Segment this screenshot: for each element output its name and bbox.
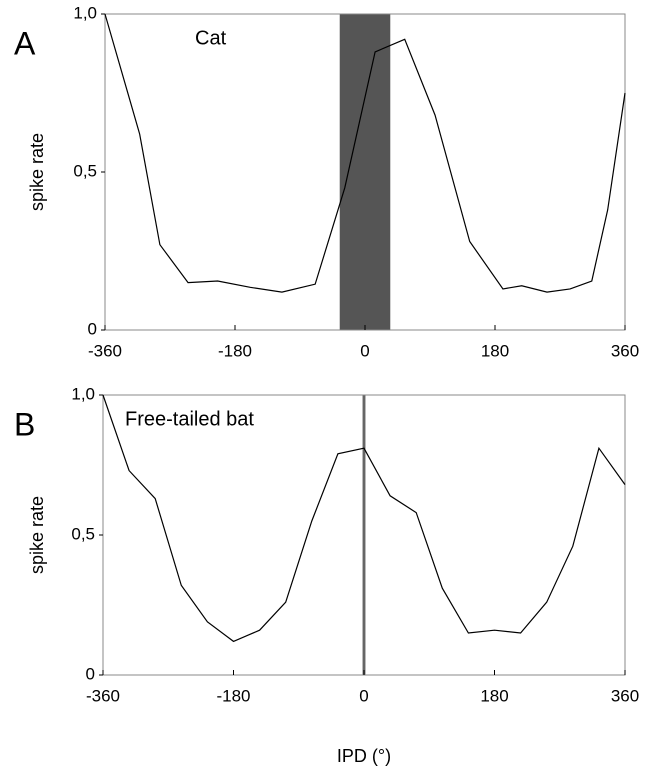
panel-label: B	[14, 406, 35, 442]
x-tick-label: 180	[481, 341, 509, 360]
x-axis-label: IPD (°)	[337, 746, 391, 766]
y-axis-label: spike rate	[27, 133, 47, 211]
y-tick-label: 1,0	[71, 384, 95, 403]
y-tick-label: 0	[88, 319, 97, 338]
panel-title: Free-tailed bat	[125, 408, 254, 430]
y-tick-label: 0,5	[73, 161, 97, 180]
highlight-band	[362, 395, 366, 675]
x-tick-label: -180	[216, 686, 250, 705]
y-tick-label: 0	[86, 664, 95, 683]
x-tick-label: -360	[86, 686, 120, 705]
x-tick-label: -360	[88, 341, 122, 360]
data-line	[102, 394, 626, 643]
highlight-band	[339, 14, 391, 330]
x-tick-label: 0	[360, 341, 369, 360]
x-tick-label: 180	[480, 686, 508, 705]
y-tick-label: 0,5	[71, 524, 95, 543]
y-axis-label: spike rate	[27, 496, 47, 574]
panel-title: Cat	[195, 27, 227, 49]
x-tick-label: 0	[359, 686, 368, 705]
data-line	[104, 13, 626, 293]
x-tick-label: 360	[611, 686, 639, 705]
x-tick-label: -180	[218, 341, 252, 360]
y-tick-label: 1,0	[73, 3, 97, 22]
x-tick-label: 360	[611, 341, 639, 360]
panel-label: A	[14, 25, 36, 61]
